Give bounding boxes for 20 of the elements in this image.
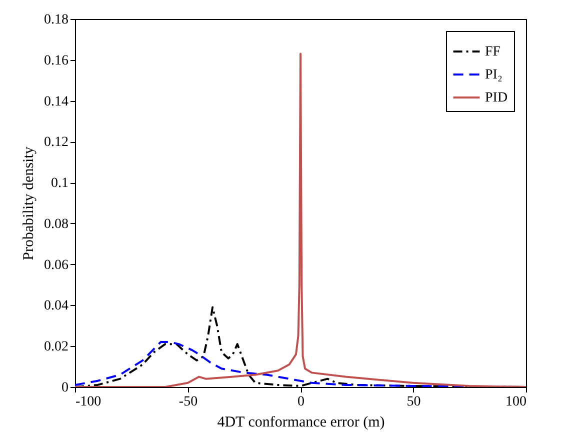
- x-tick-label: 0: [298, 394, 304, 410]
- x-tick-label: -50: [178, 394, 198, 410]
- y-tick-label: 0.1: [51, 176, 68, 192]
- x-tick-label: -100: [76, 394, 102, 410]
- y-tick-label: 0.12: [44, 135, 68, 150]
- x-axis-title: 4DT conformance error (m): [217, 414, 385, 430]
- y-axis-title: Probability density: [21, 146, 37, 260]
- y-tick-label: 0.02: [44, 340, 68, 355]
- y-tick-label: 0.08: [44, 216, 68, 232]
- y-tick-label: 0.18: [44, 12, 68, 28]
- y-tick-label: 0: [62, 380, 68, 396]
- y-tick-label: 0.14: [44, 94, 68, 110]
- legend-label: PI₂: [485, 68, 502, 82]
- x-tick-label: 50: [406, 394, 421, 410]
- y-tick-label: 0.04: [44, 298, 68, 314]
- y-tick-label: 0.06: [44, 258, 68, 273]
- legend-label: FF: [485, 44, 501, 60]
- x-tick-label: 100: [506, 394, 526, 410]
- legend-label: PID: [485, 90, 508, 106]
- y-tick-label: 0.16: [44, 53, 68, 68]
